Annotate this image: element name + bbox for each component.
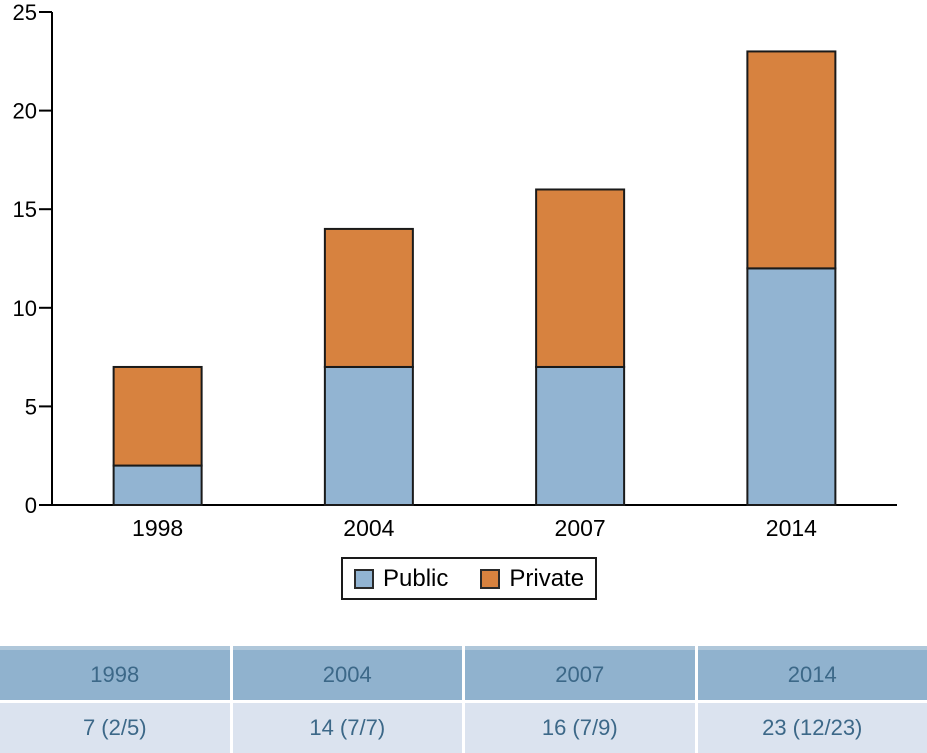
y-axis-tick-label: 15	[13, 197, 37, 222]
y-axis-tick-label: 10	[13, 296, 37, 321]
legend-swatch-public	[354, 568, 374, 589]
bar-segment-private-1998	[112, 365, 203, 467]
legend-item-public: Public	[354, 564, 449, 592]
table-value-cell: 14 (7/7)	[232, 703, 462, 753]
table-header-cell: 2014	[697, 646, 927, 700]
bar-segment-private-2007	[535, 188, 626, 368]
x-axis-category-label: 2014	[766, 515, 817, 541]
x-axis-category-label: 1998	[132, 515, 183, 541]
legend-label-private: Private	[509, 564, 585, 592]
legend-swatch-private	[480, 568, 501, 589]
y-axis-tick-label: 25	[13, 0, 37, 25]
y-axis-tick-label: 20	[13, 99, 37, 124]
summary-table: 1998 2004 2007 2014 7 (2/5) 14 (7/7) 16 …	[0, 646, 927, 753]
bar-segment-public-2007	[535, 365, 626, 506]
legend-label-public: Public	[383, 564, 449, 592]
bar-segment-private-2014	[746, 50, 837, 270]
y-axis-tick-label: 5	[25, 394, 37, 419]
bar-segment-public-2004	[323, 365, 414, 506]
table-header-cell: 1998	[0, 646, 230, 700]
bar-segment-public-1998	[112, 464, 203, 506]
x-axis-category-label: 2004	[343, 515, 394, 541]
bar-segment-public-2014	[746, 267, 837, 506]
table-value-cell: 7 (2/5)	[0, 703, 230, 753]
table-header-cell: 2007	[465, 646, 695, 700]
table-value-cell: 16 (7/9)	[465, 703, 695, 753]
legend: Public Private	[341, 557, 598, 600]
x-axis-category-label: 2007	[555, 515, 606, 541]
y-axis-tick-label: 0	[25, 493, 37, 518]
legend-item-private: Private	[480, 564, 585, 592]
table-header-cell: 2004	[232, 646, 462, 700]
stacked-bar-chart: 0 5 10 15 20 25 1998 2004 2007 2014	[13, 0, 897, 541]
bar-segment-private-2004	[323, 227, 414, 368]
table-value-cell: 23 (12/23)	[697, 703, 927, 753]
